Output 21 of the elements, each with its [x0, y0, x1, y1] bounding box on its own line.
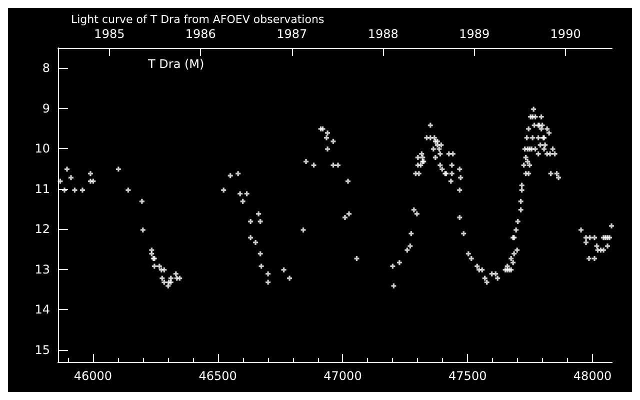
chart-title: Light curve of T Dra from AFOEV observations — [71, 13, 324, 26]
x-tick-label: 46500 — [198, 369, 237, 383]
x2-tick-label: 1990 — [550, 27, 581, 41]
y-tick-label: 12 — [34, 222, 50, 236]
x2-tick-label: 1987 — [276, 27, 308, 41]
x-tick-label: 47000 — [324, 369, 362, 383]
y-tick-label: 14 — [34, 302, 50, 317]
y-tick-label: 10 — [34, 142, 50, 156]
y-tick-label: 11 — [34, 182, 50, 196]
x2-tick-label: 1985 — [94, 27, 125, 41]
x-tick-label: 46000 — [74, 369, 112, 383]
y-tick-label: 8 — [42, 61, 50, 76]
y-tick-label: 13 — [34, 262, 50, 276]
x2-tick-label: 1989 — [459, 27, 490, 41]
y-tick-label: 15 — [34, 342, 50, 357]
annotation: T Dra (M) — [147, 57, 204, 71]
x-tick-label: 47500 — [448, 369, 487, 383]
x2-tick-label: 1988 — [368, 27, 398, 41]
y-tick-label: 9 — [42, 101, 50, 116]
x-tick-label: 48000 — [573, 369, 612, 383]
x2-tick-label: 1986 — [185, 27, 216, 41]
